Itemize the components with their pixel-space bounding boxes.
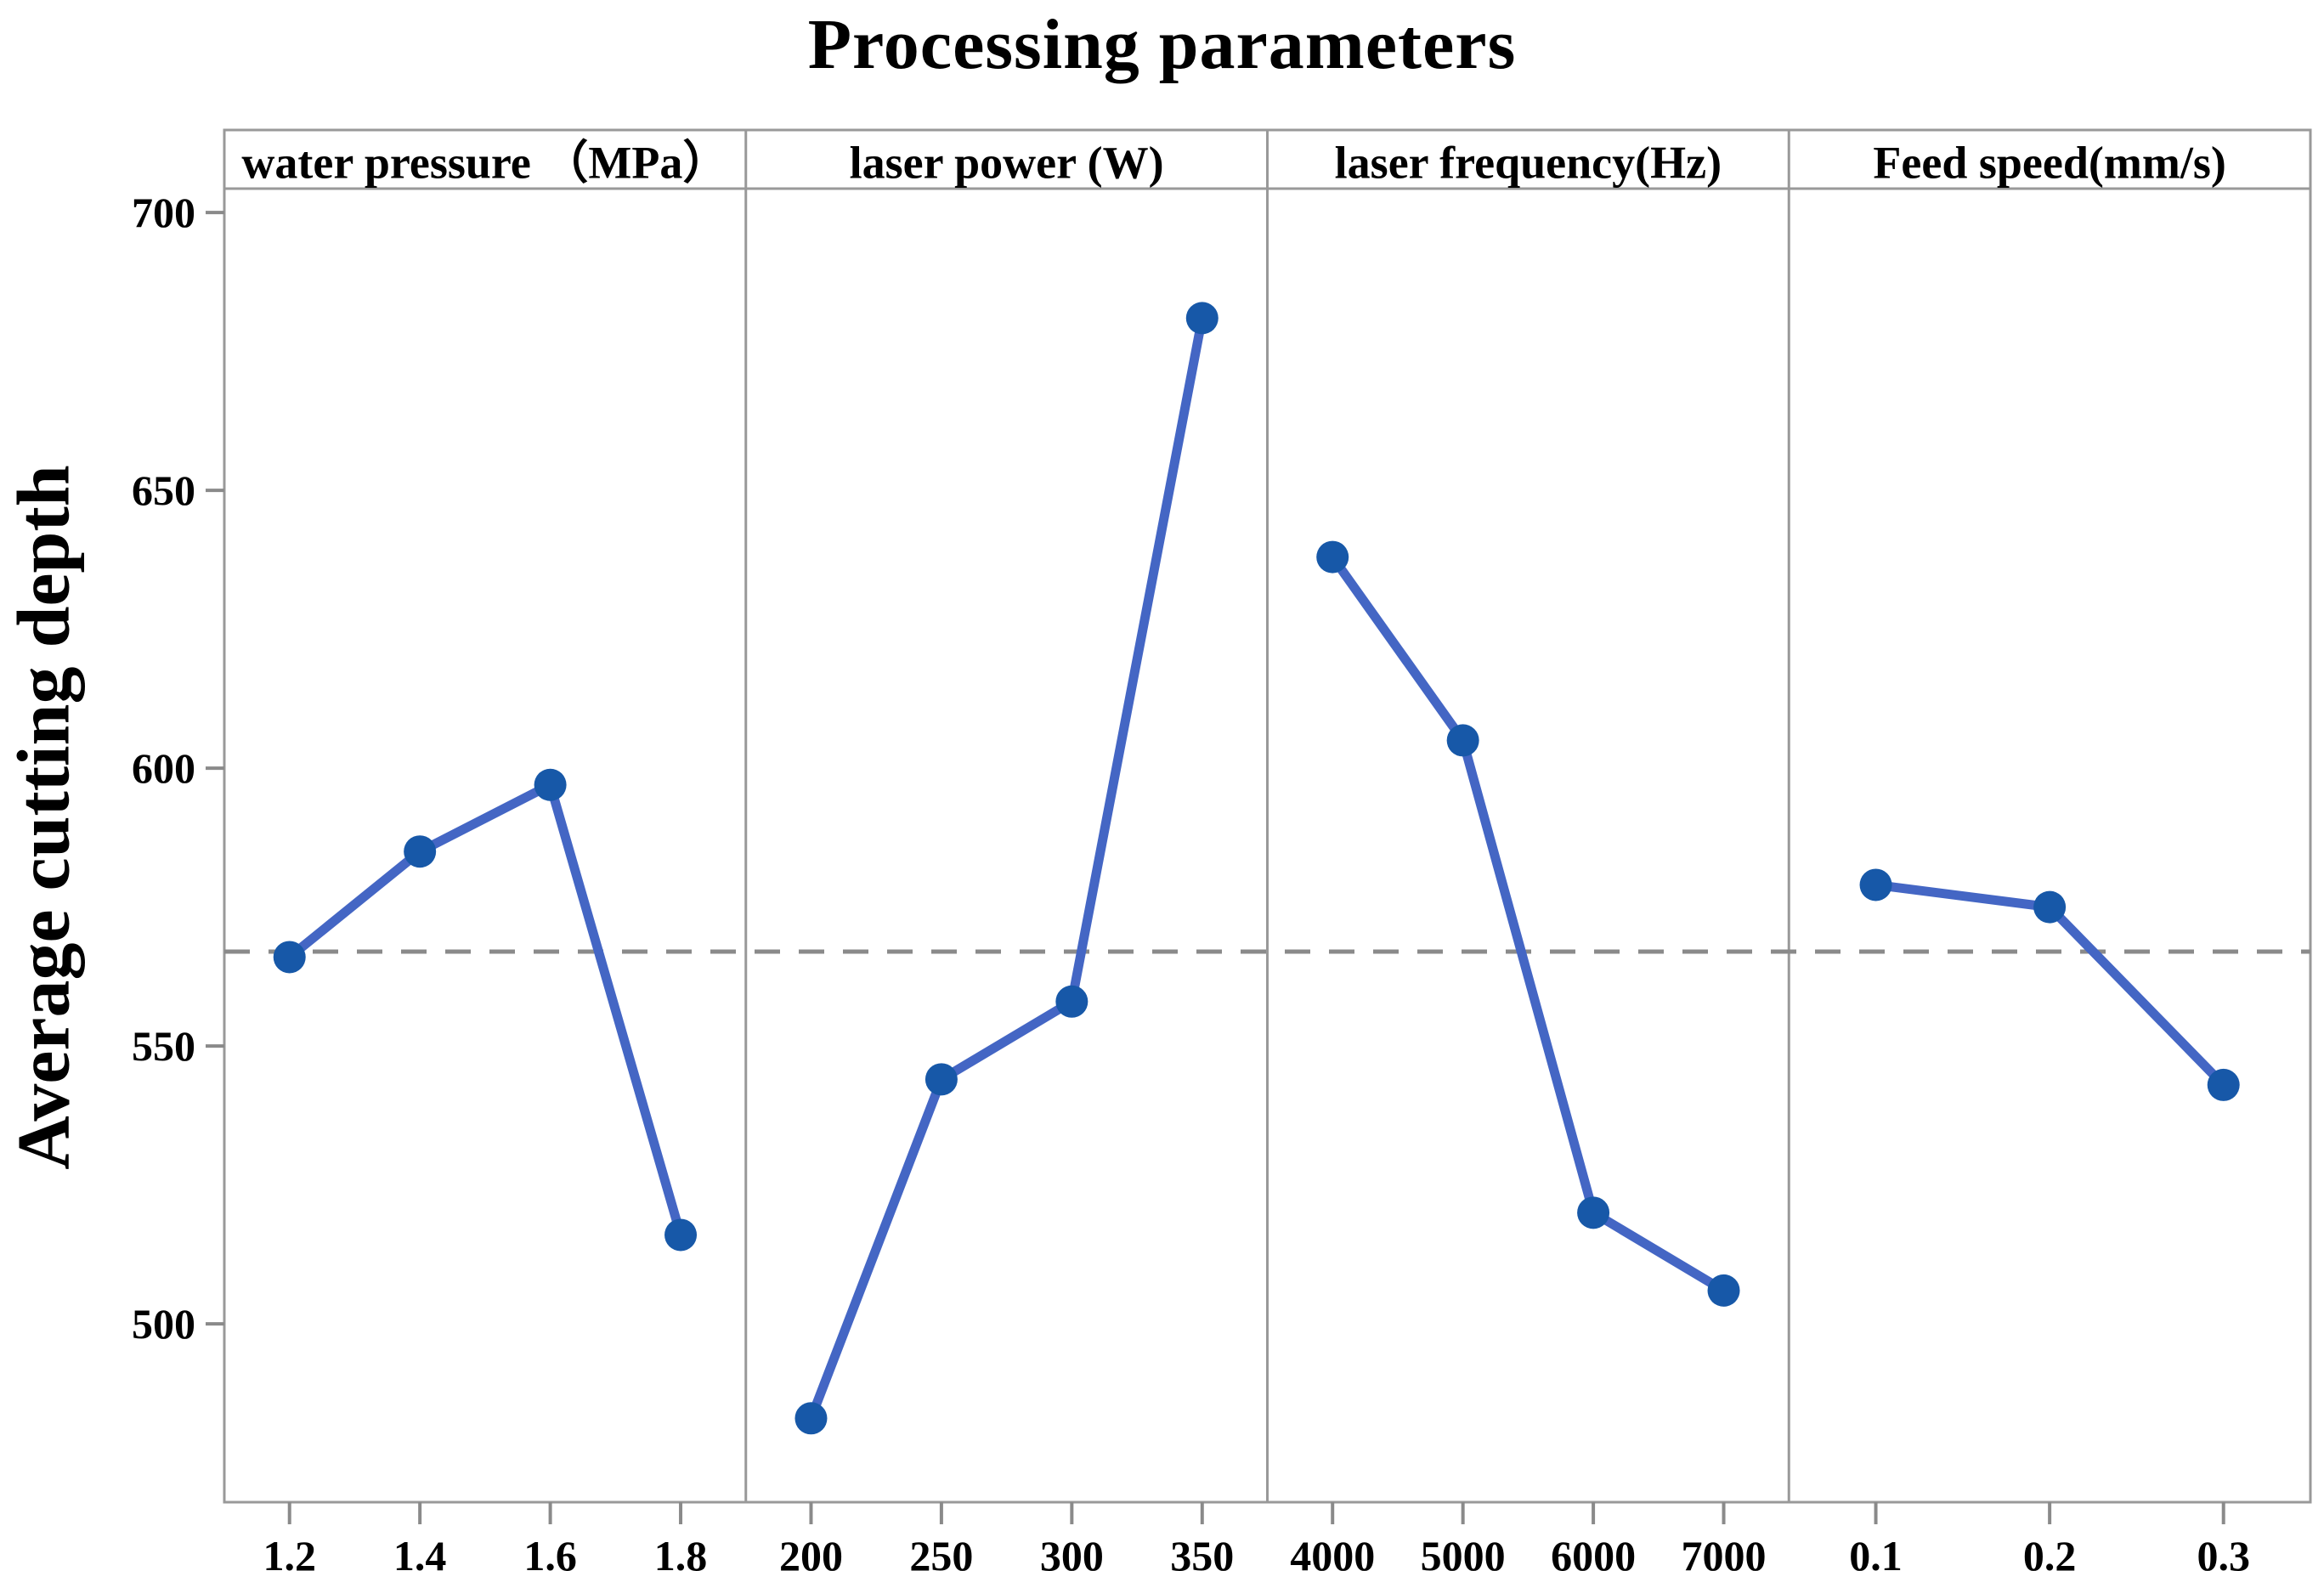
data-point (534, 768, 567, 801)
data-point (1185, 302, 1219, 335)
data-point (2207, 1068, 2240, 1101)
x-tick-label: 0.3 (2197, 1532, 2250, 1571)
y-tick-label: 550 (132, 1022, 195, 1070)
data-point (273, 941, 306, 974)
x-tick-label: 7000 (1682, 1532, 1767, 1571)
data-point (1446, 724, 1479, 757)
data-point (1577, 1196, 1610, 1229)
x-tick-label: 1.4 (393, 1532, 447, 1571)
x-tick-label: 0.1 (1849, 1532, 1903, 1571)
x-tick-label: 300 (1040, 1532, 1104, 1571)
series-line (806, 313, 1207, 1423)
x-tick-label: 0.2 (2023, 1532, 2077, 1571)
data-point (925, 1063, 958, 1096)
x-tick-label: 6000 (1551, 1532, 1636, 1571)
x-tick-label: 350 (1170, 1532, 1234, 1571)
data-point (1316, 540, 1349, 574)
x-tick-label: 1.2 (263, 1532, 316, 1571)
y-tick-label: 700 (132, 189, 195, 236)
x-tick-label: 4000 (1290, 1532, 1375, 1571)
x-tick-label: 200 (779, 1532, 843, 1571)
y-tick-label: 500 (132, 1300, 195, 1348)
data-point (2033, 890, 2067, 924)
x-tick-label: 250 (909, 1532, 973, 1571)
x-tick-label: 1.8 (654, 1532, 708, 1571)
x-tick-label: 1.6 (523, 1532, 577, 1571)
series-line (285, 780, 686, 1240)
panel-header: water pressure （MPa） (241, 138, 728, 189)
data-point (1055, 985, 1088, 1018)
data-point (1707, 1274, 1740, 1307)
panel-header: Feed speed(mm/s) (1873, 138, 2225, 189)
chart-title: Processing parameters (807, 5, 1517, 84)
data-point (404, 835, 437, 868)
data-point (664, 1218, 698, 1252)
data-point (794, 1402, 828, 1435)
panel-header: laser power (W) (850, 138, 1164, 189)
data-point (1859, 868, 1892, 901)
y-tick-label: 650 (132, 466, 195, 514)
panel-header: laser frequency(Hz) (1335, 138, 1722, 189)
series-line (1327, 552, 1729, 1296)
x-tick-label: 5000 (1421, 1532, 1506, 1571)
y-tick-label: 600 (132, 744, 195, 792)
